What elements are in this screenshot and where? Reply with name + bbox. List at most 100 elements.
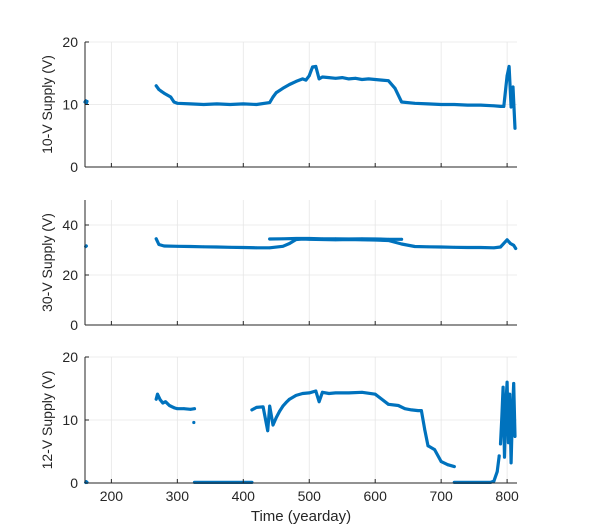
data-point: [202, 245, 206, 249]
data-point: [182, 407, 186, 411]
data-point: [284, 400, 288, 404]
data-point: [373, 392, 377, 396]
data-point: [175, 244, 179, 248]
data-point: [166, 93, 169, 97]
data-point: [507, 64, 511, 68]
data-point: [466, 246, 469, 249]
data-point: [192, 420, 196, 425]
data-point: [504, 404, 508, 407]
data-point: [173, 406, 177, 410]
x-tick-label: 500: [298, 488, 322, 504]
data-point: [168, 404, 171, 407]
y-tick-label: 20: [62, 349, 78, 365]
data-point: [393, 86, 397, 90]
data-point: [499, 104, 502, 108]
data-point: [154, 397, 158, 401]
data-series-2: [154, 64, 517, 130]
data-point: [154, 237, 158, 241]
data-point: [294, 79, 298, 83]
data-point: [288, 242, 291, 245]
data-point: [228, 245, 232, 249]
data-point: [84, 244, 88, 248]
data-point: [360, 78, 364, 81]
data-point: [347, 77, 351, 81]
y-tick-label: 0: [70, 475, 78, 491]
data-point: [241, 246, 245, 249]
data-point: [164, 400, 167, 404]
data-point: [410, 408, 413, 412]
y-axis-label: 10-V Supply (V): [39, 55, 55, 154]
data-point: [169, 95, 173, 99]
data-point: [452, 103, 456, 106]
data-point: [189, 102, 192, 106]
data-point: [278, 409, 281, 413]
data-point: [439, 460, 443, 463]
data-point: [294, 237, 298, 240]
data-point: [189, 245, 192, 248]
data-point: [373, 78, 377, 81]
data-point: [271, 95, 275, 99]
data-point: [281, 86, 285, 90]
data-point: [189, 407, 192, 411]
y-axis-label: 12-V Supply (V): [39, 371, 55, 470]
data-point: [479, 103, 483, 107]
data-point: [452, 465, 456, 469]
data-point: [274, 416, 278, 419]
y-tick-label: 0: [70, 159, 78, 175]
data-point: [495, 470, 499, 474]
data-point: [386, 237, 390, 241]
data-point: [509, 461, 513, 465]
data-point: [317, 77, 321, 81]
data-point: [301, 77, 305, 81]
data-point: [508, 392, 512, 396]
data-point: [281, 237, 285, 241]
data-point: [215, 102, 219, 106]
data-point: [452, 245, 456, 249]
data-point: [268, 404, 272, 408]
data-point: [514, 247, 518, 250]
data-point: [327, 76, 331, 80]
data-point: [255, 246, 258, 250]
data-point: [479, 246, 483, 249]
data-point: [268, 246, 272, 250]
data-point: [288, 397, 291, 401]
chart-panel-3: 200 300 400 500 600 700 800 0 10 20 12-V Supply (V…: [39, 349, 519, 525]
x-tick-label: 200: [100, 488, 124, 504]
data-point: [301, 392, 305, 395]
data-point: [294, 394, 298, 397]
data-point: [268, 237, 272, 241]
data-point: [255, 103, 258, 106]
x-tick-label: 700: [429, 488, 453, 504]
data-point: [423, 428, 427, 431]
data-point: [172, 100, 176, 104]
data-point: [446, 463, 450, 467]
y-tick-label: 40: [62, 217, 78, 233]
data-point: [327, 392, 331, 395]
x-tick-label: 400: [232, 488, 256, 504]
data-point: [307, 391, 311, 395]
data-point: [509, 242, 512, 245]
data-point: [158, 398, 162, 402]
data-point: [334, 391, 338, 395]
data-point: [512, 382, 516, 385]
data-point: [380, 78, 384, 82]
data-point: [413, 101, 417, 105]
data-point: [175, 101, 179, 105]
data-point: [268, 101, 272, 105]
data-point: [439, 245, 443, 249]
data-point: [311, 65, 314, 69]
data-point: [255, 406, 258, 409]
data-point: [492, 479, 496, 483]
data-point: [466, 103, 469, 107]
data-point: [492, 246, 496, 250]
data-point: [400, 242, 403, 246]
data-point: [509, 105, 513, 109]
data-point: [499, 245, 502, 249]
data-point: [497, 454, 501, 458]
data-point: [314, 64, 318, 68]
data-point: [512, 243, 516, 247]
data-point: [360, 390, 364, 394]
data-point: [426, 444, 430, 448]
data-series-6: [452, 454, 501, 484]
